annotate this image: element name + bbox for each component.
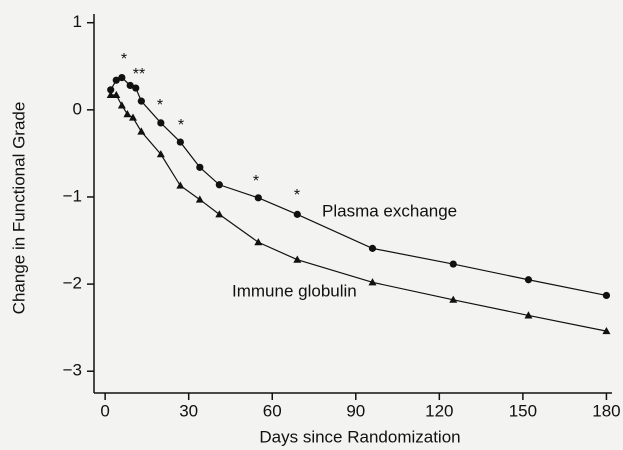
point <box>215 210 224 218</box>
x-tick-label: 30 <box>179 401 198 420</box>
point <box>156 150 165 158</box>
y-tick-label: −1 <box>63 186 82 205</box>
series-line <box>110 94 607 332</box>
point <box>293 255 302 263</box>
point <box>112 76 120 84</box>
point <box>195 195 204 203</box>
point <box>117 101 126 109</box>
x-tick-label: 60 <box>263 401 282 420</box>
point <box>449 295 458 303</box>
point <box>524 311 533 319</box>
point <box>123 109 132 118</box>
significance-marker: * <box>294 187 300 204</box>
point <box>368 244 377 252</box>
point <box>602 291 611 300</box>
point <box>106 90 115 99</box>
point <box>293 210 301 218</box>
point <box>112 90 121 99</box>
point <box>254 194 262 202</box>
point <box>137 127 146 135</box>
x-axis-label: Days since Randomization <box>259 427 460 446</box>
y-tick-label: 0 <box>73 99 82 118</box>
significance-marker: ** <box>133 66 145 83</box>
significance-marker: * <box>121 51 127 68</box>
x-tick-label: 90 <box>346 401 365 420</box>
point <box>137 97 145 105</box>
y-tick-label: 1 <box>73 12 82 31</box>
point <box>107 86 115 94</box>
x-tick-label: 0 <box>100 401 109 420</box>
point <box>157 119 165 127</box>
point <box>254 238 263 246</box>
y-tick-label: −2 <box>63 274 82 293</box>
series-label: Plasma exchange <box>322 201 457 220</box>
point <box>176 138 184 146</box>
x-tick-label: 150 <box>509 401 537 420</box>
point <box>176 181 185 189</box>
significance-marker: * <box>157 97 163 114</box>
point <box>602 326 611 335</box>
point <box>215 181 223 189</box>
point <box>128 113 137 121</box>
point <box>132 84 140 92</box>
point <box>524 276 533 284</box>
x-tick-label: 180 <box>592 401 620 420</box>
point <box>126 81 134 90</box>
point <box>368 278 377 286</box>
series-line <box>110 76 607 297</box>
significance-marker: * <box>178 117 184 134</box>
y-tick-label: −3 <box>63 361 82 380</box>
significance-marker: * <box>253 173 259 190</box>
series-label: Immune globulin <box>232 281 357 300</box>
point <box>118 74 126 82</box>
point <box>196 163 204 171</box>
point <box>449 260 457 268</box>
y-axis-label: Change in Functional Grade <box>9 102 28 315</box>
x-tick-label: 120 <box>425 401 453 420</box>
